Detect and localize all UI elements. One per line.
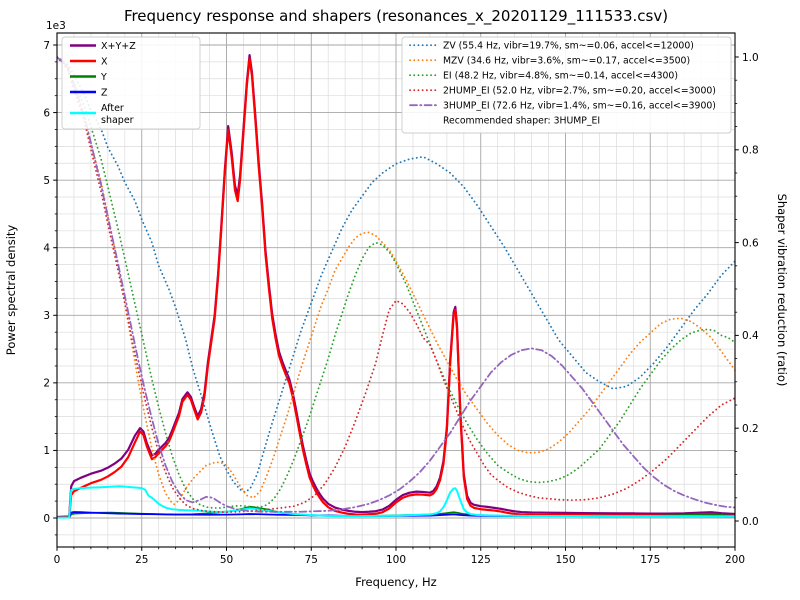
x-tick-label: 75: [305, 554, 318, 566]
legend-label: shaper: [101, 115, 134, 126]
x-tick-label: 25: [135, 554, 148, 566]
y-left-tick-label: 6: [43, 107, 50, 119]
axis-ticks: [53, 44, 739, 551]
legend-label: EI (48.2 Hz, vibr=4.8%, sm~=0.14, accel<…: [443, 71, 678, 82]
y-right-tick-label: 0.6: [742, 237, 759, 249]
y-left-tick-label: 3: [43, 310, 50, 322]
x-axis-label: Frequency, Hz: [355, 575, 436, 589]
y-left-tick-label: 0: [43, 513, 50, 525]
x-tick-label: 150: [555, 554, 575, 566]
x-tick-label: 50: [220, 554, 233, 566]
shaper-legend: ZV (55.4 Hz, vibr=19.7%, sm~=0.06, accel…: [401, 36, 732, 134]
legend-label: Y: [100, 72, 107, 83]
axis-tick-labels: 0 25 50 75 100 125 150 175 200 0 1 2 3 4 5 6 7 0.0 0.2 0.4 0…: [43, 40, 759, 566]
y-left-tick-label: 4: [43, 243, 50, 255]
legend-label: 3HUMP_EI (72.6 Hz, vibr=1.4%, sm~=0.16, …: [443, 101, 716, 112]
series-line-ei: [57, 56, 735, 509]
x-tick-label: 0: [54, 554, 61, 566]
y-axis-left-label: Power spectral density: [4, 225, 18, 356]
y-left-tick-label: 5: [43, 175, 50, 187]
legend-label: X: [101, 57, 108, 68]
y-right-tick-label: 1.0: [742, 52, 759, 64]
psd-series-lines: [57, 54, 735, 519]
y-right-tick-label: 0.8: [742, 145, 759, 157]
y-left-tick-label: 1: [43, 445, 50, 457]
legend-label: MZV (34.6 Hz, vibr=3.6%, sm~=0.17, accel…: [443, 56, 690, 67]
y-axis-right-label: Shaper vibration reduction (ratio): [775, 194, 789, 387]
legend-label: Recommended shaper: 3HUMP_EI: [443, 116, 600, 127]
series-line-mzv: [57, 56, 735, 506]
x-tick-label: 200: [725, 554, 745, 566]
y-left-tick-label: 7: [43, 40, 50, 52]
legend-label: X+Y+Z: [101, 41, 136, 52]
y-axis-offset-label: 1e3: [46, 20, 66, 32]
y-left-tick-label: 2: [43, 378, 50, 390]
psd-legend-box: [61, 36, 201, 130]
chart-title: Frequency response and shapers (resonanc…: [124, 7, 668, 26]
y-right-tick-label: 0.4: [742, 330, 759, 342]
legend-label: ZV (55.4 Hz, vibr=19.7%, sm~=0.06, accel…: [443, 41, 694, 52]
y-right-tick-label: 0.2: [742, 423, 759, 435]
y-right-tick-label: 0.0: [742, 516, 759, 528]
x-tick-label: 175: [640, 554, 660, 566]
shaper-legend-box: [401, 36, 732, 134]
legend-label: After: [101, 103, 124, 114]
series-line-x: [57, 57, 735, 519]
x-tick-label: 125: [471, 554, 491, 566]
legend-label: 2HUMP_EI (52.0 Hz, vibr=2.7%, sm~=0.20, …: [443, 86, 716, 97]
legend-label: Z: [101, 88, 108, 99]
series-line-3hump_ei: [57, 56, 735, 513]
series-line-zv: [57, 56, 735, 494]
x-tick-label: 100: [386, 554, 406, 566]
series-line-after-shaper: [57, 485, 735, 519]
shaper-series-lines: [57, 56, 735, 514]
